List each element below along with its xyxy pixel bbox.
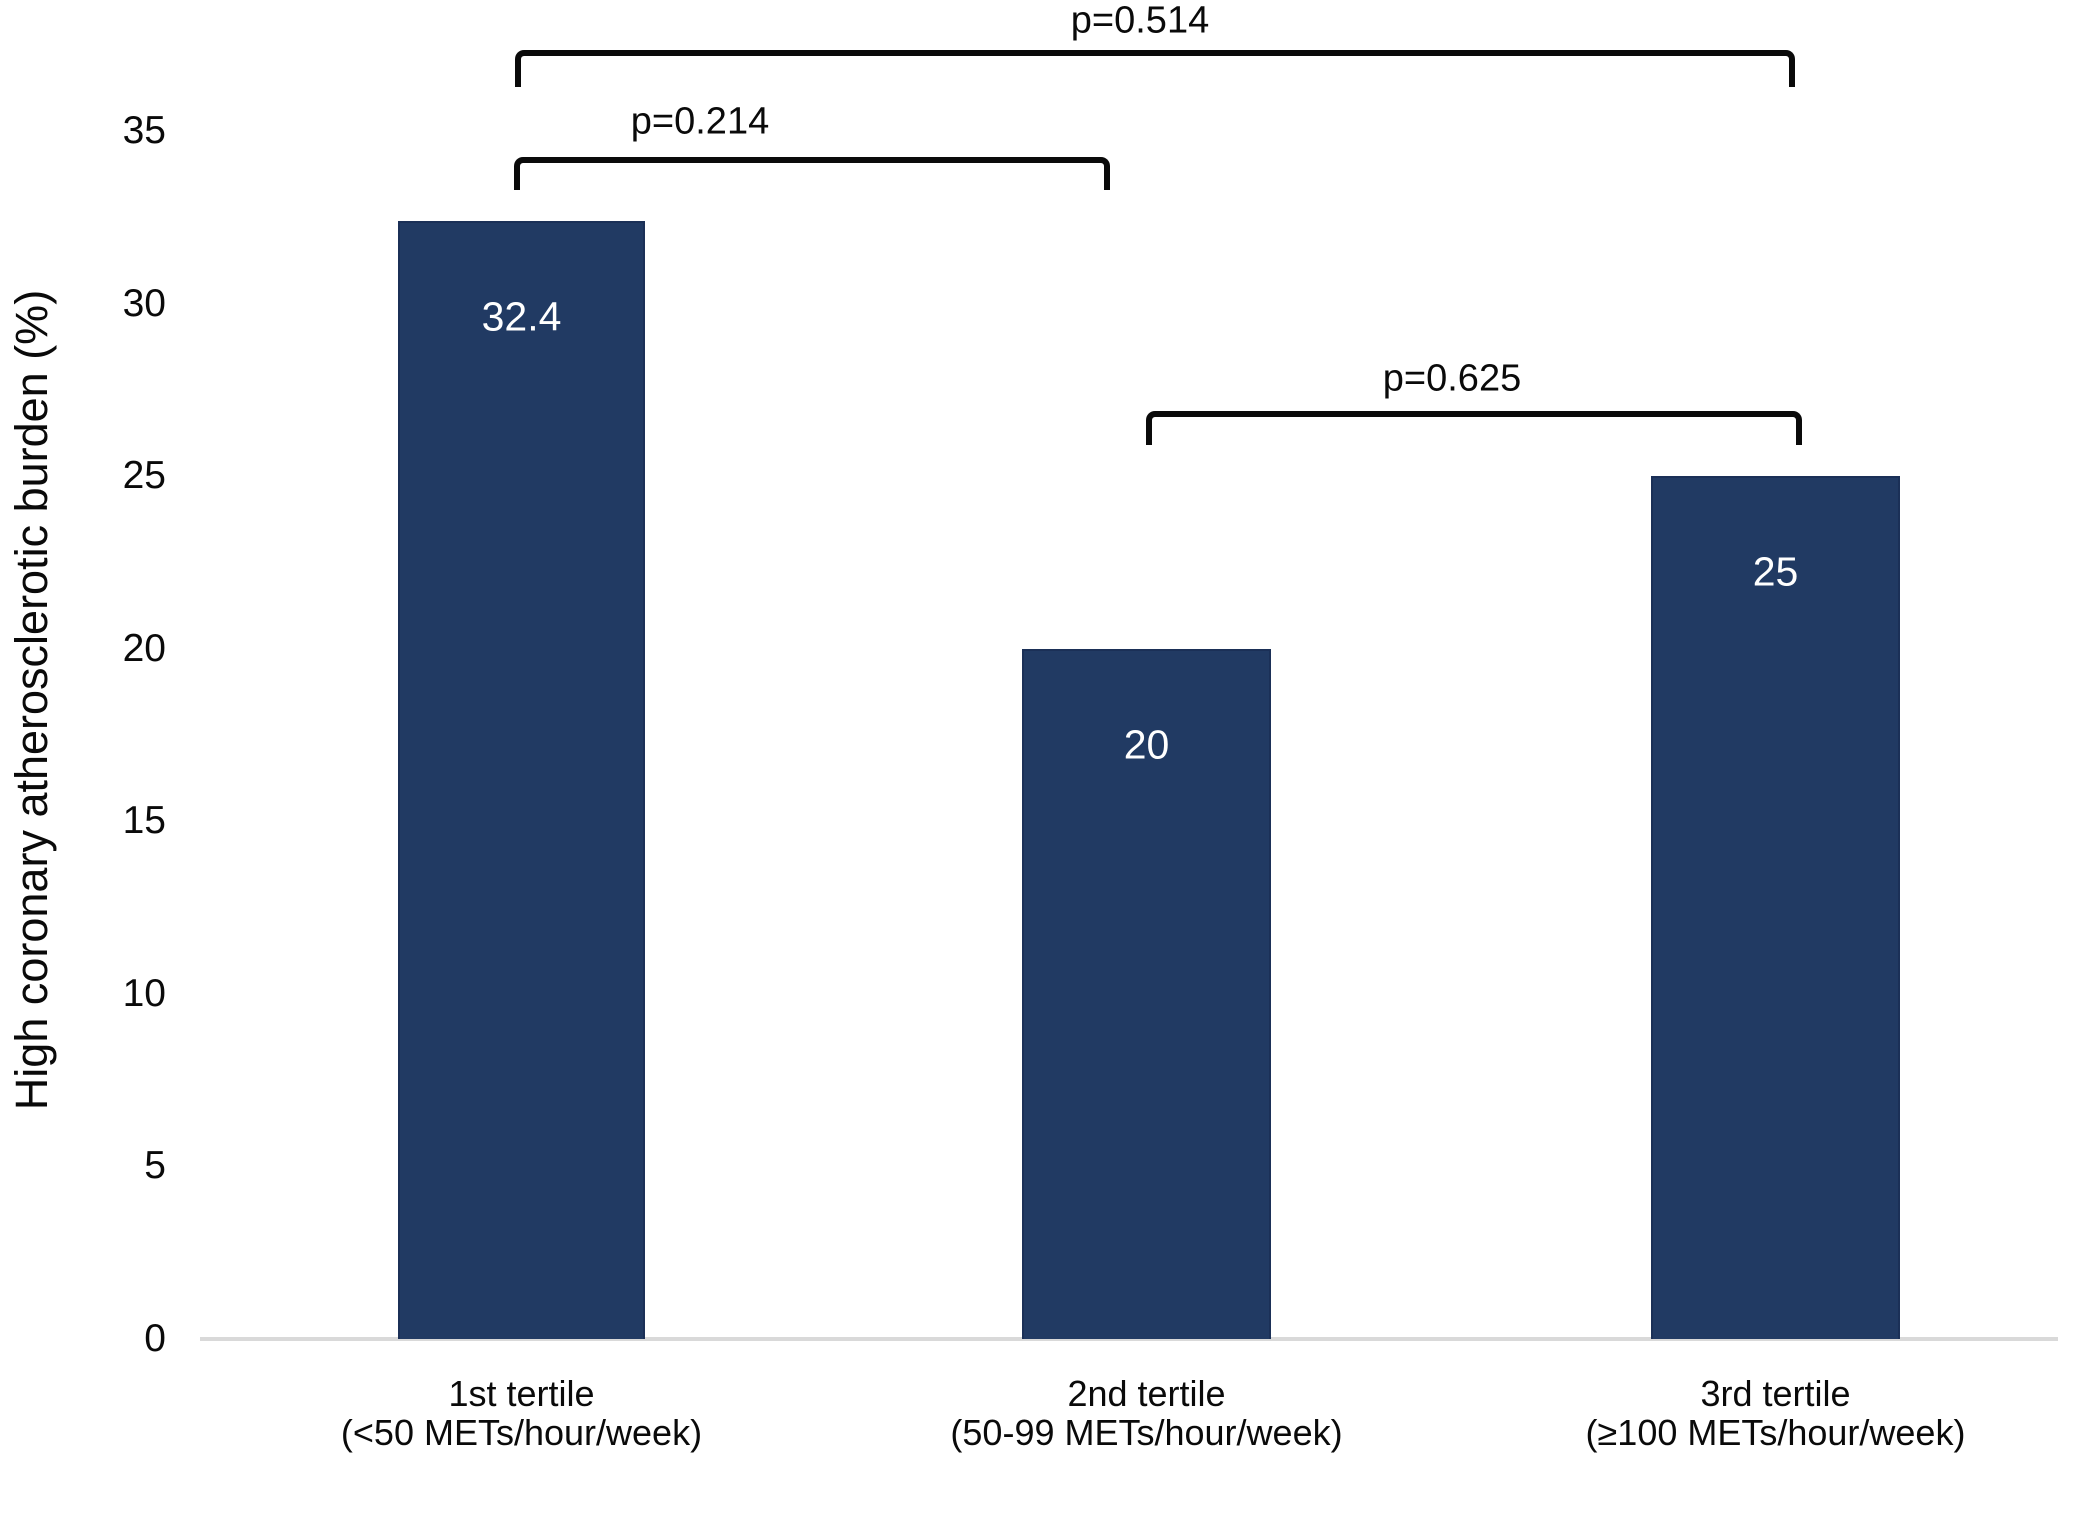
category-sublabel: (50-99 METs/hour/week) <box>950 1412 1343 1453</box>
y-tick-label: 25 <box>122 454 166 498</box>
significance-bracket <box>514 157 1110 190</box>
category-label: 2nd tertile <box>1067 1373 1226 1414</box>
p-value-label: p=0.214 <box>630 100 770 143</box>
significance-bracket <box>515 50 1795 87</box>
y-tick-label: 0 <box>144 1317 166 1360</box>
y-tick-label: 30 <box>122 281 166 325</box>
y-tick-label: 20 <box>122 626 166 670</box>
x-axis-line <box>200 1337 2058 1341</box>
bar-1st <box>398 220 645 1339</box>
significance-bracket <box>1146 411 1802 445</box>
y-tick-label: 5 <box>144 1144 166 1188</box>
bar-value-label: 25 <box>1752 548 1799 595</box>
y-tick-label: 35 <box>122 109 166 153</box>
p-value-label: p=0.625 <box>1382 357 1522 400</box>
y-tick-label: 15 <box>122 799 166 843</box>
bar-3rd <box>1651 476 1900 1339</box>
category-sublabel: (≥100 METs/hour/week) <box>1585 1412 1966 1453</box>
y-tick-label: 10 <box>122 971 166 1015</box>
bar-value-label: 32.4 <box>481 293 562 340</box>
bar-value-label: 20 <box>1123 721 1170 768</box>
category-label: 1st tertile <box>448 1373 595 1414</box>
p-value-label: p=0.514 <box>1070 0 1210 42</box>
category-sublabel: (<50 METs/hour/week) <box>340 1412 703 1453</box>
bar-2nd <box>1022 648 1271 1339</box>
category-label: 3rd tertile <box>1700 1373 1851 1414</box>
